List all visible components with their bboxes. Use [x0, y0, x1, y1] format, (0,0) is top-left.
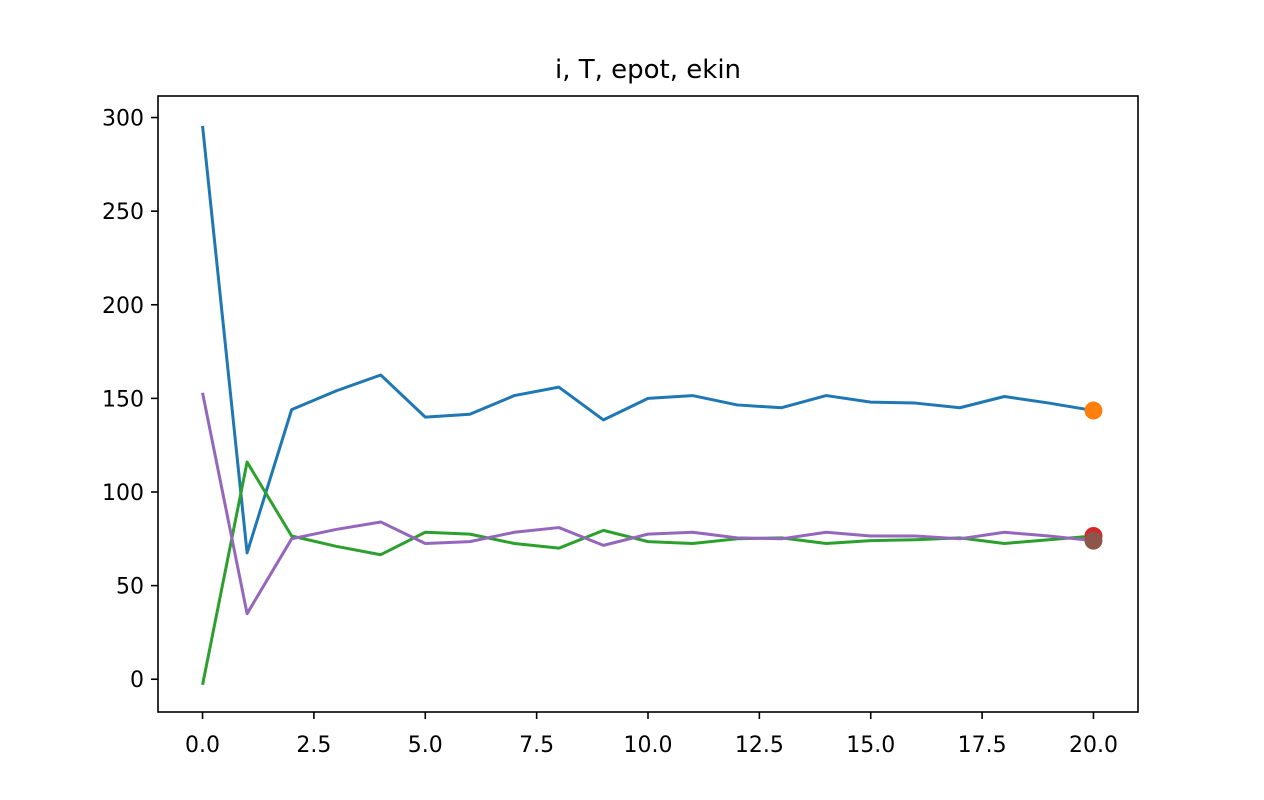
y-tick-label: 0	[130, 668, 144, 693]
x-tick-label: 5.0	[408, 733, 443, 758]
end-marker-1	[1084, 401, 1103, 420]
x-tick-label: 15.0	[846, 733, 895, 758]
y-axis: 0 50 100 150 200 250 300	[102, 107, 158, 693]
x-tick-label: 20.0	[1069, 733, 1118, 758]
chart-title: i, T, epot, ekin	[555, 55, 741, 85]
y-tick-label: 200	[102, 294, 144, 319]
y-tick-label: 150	[102, 387, 144, 412]
x-tick-label: 7.5	[519, 733, 554, 758]
x-axis: 0.0 2.5 5.0 7.5 10.0 12.5 15.0 17.5 20.0	[185, 712, 1118, 758]
y-tick-label: 50	[116, 575, 144, 600]
y-tick-label: 100	[102, 481, 144, 506]
x-tick-label: 2.5	[296, 733, 331, 758]
series-3-line	[201, 392, 1094, 616]
x-tick-label: 10.0	[624, 733, 673, 758]
x-tick-label: 0.0	[185, 733, 220, 758]
series-2-line	[201, 460, 1094, 686]
end-marker-3	[1084, 531, 1103, 550]
series-1-line	[201, 125, 1094, 555]
x-tick-label: 12.5	[735, 733, 784, 758]
series-layer	[201, 125, 1094, 686]
marker-layer	[1084, 401, 1103, 550]
x-tick-label: 17.5	[958, 733, 1007, 758]
y-tick-label: 250	[102, 200, 144, 225]
y-tick-label: 300	[102, 107, 144, 132]
